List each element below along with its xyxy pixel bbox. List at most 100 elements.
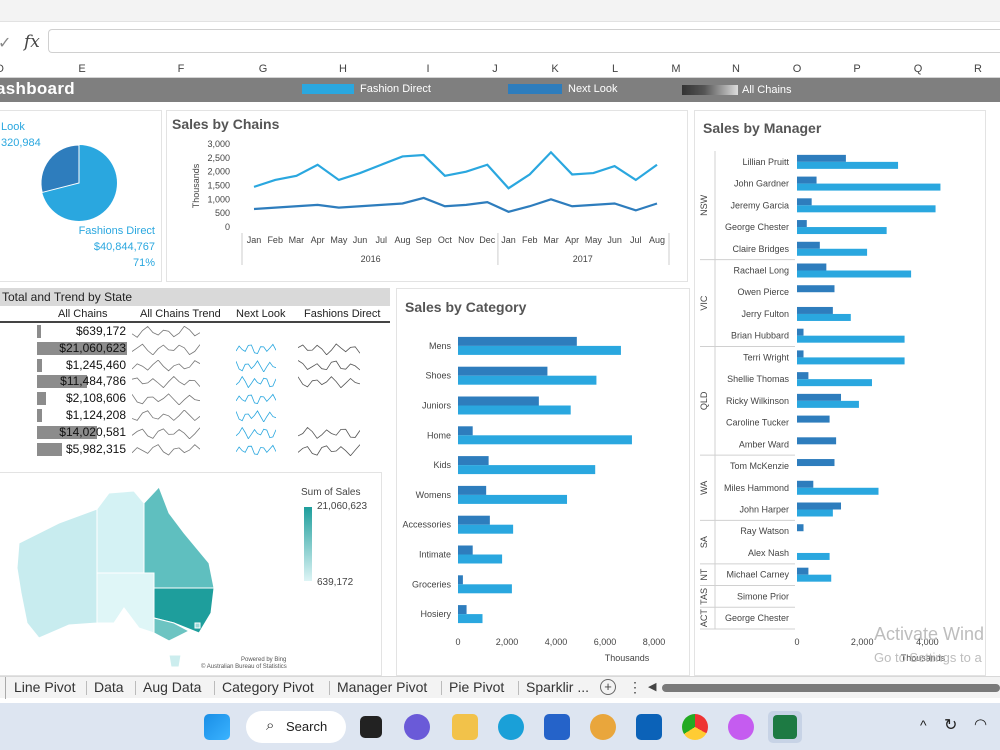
data-bar (37, 409, 42, 422)
outlook-icon[interactable] (636, 714, 662, 740)
column-header[interactable]: M (671, 63, 681, 75)
pie-chart (40, 144, 117, 221)
tray-chevron-icon[interactable]: ^ (920, 717, 927, 733)
map-panel[interactable]: Sum of Sales 21,060,623 639,172 Powered … (0, 472, 382, 676)
column-header[interactable]: F (177, 63, 185, 75)
column-header[interactable]: R (974, 63, 982, 75)
map-region-vic (153, 617, 191, 642)
bar-next-look (797, 415, 830, 423)
start-icon[interactable] (204, 714, 230, 740)
manager-label: Amber Ward (739, 439, 789, 449)
state-table[interactable]: All Chains All Chains Trend Next Look Fa… (0, 306, 390, 456)
all-chains-sparkline (132, 326, 200, 338)
sheet-tab[interactable]: Pie Pivot (449, 679, 505, 695)
formula-input[interactable] (48, 29, 1000, 53)
column-header[interactable]: J (492, 63, 498, 75)
column-header[interactable]: K (551, 63, 559, 75)
file-explorer-icon[interactable] (452, 714, 478, 740)
sheet-tab[interactable]: Manager Pivot (337, 679, 428, 695)
task-view-icon[interactable] (360, 716, 382, 738)
sheet-tab[interactable]: Sparklir ... (526, 679, 590, 695)
tab-separator (86, 681, 87, 695)
manager-label: George Chester (725, 613, 789, 623)
bar-next-look (797, 459, 835, 467)
data-bar (37, 375, 87, 389)
bar-next-look (797, 198, 812, 206)
all-chains-sparkline (132, 427, 200, 439)
sheet-tab[interactable]: Data (94, 679, 124, 695)
chrome-icon[interactable] (682, 714, 708, 740)
sales-by-category-panel[interactable]: Sales by Category Mens Shoes Juniors Home Ki… (396, 288, 690, 676)
sheet-tab[interactable]: Category Pivot (222, 679, 314, 695)
legend-all-chains[interactable]: All Chains (682, 84, 792, 96)
teams-icon[interactable] (404, 714, 430, 740)
state-group-label: QLD (699, 391, 709, 410)
map-region-qld (143, 486, 215, 589)
bar-next-look (797, 393, 842, 401)
legend-next-look[interactable]: Next Look (508, 83, 618, 95)
bar-next-look (797, 285, 835, 293)
paint-icon[interactable] (728, 714, 754, 740)
fashions-direct-sparkline (298, 376, 360, 389)
category-label: Intimate (419, 550, 451, 560)
scroll-left-icon[interactable]: ◀ (648, 681, 657, 693)
manager-label: Brian Hubbard (731, 331, 789, 341)
search-box[interactable]: ⌕ Search (246, 711, 346, 743)
year-label: 2017 (573, 254, 593, 264)
excel-icon[interactable] (768, 711, 802, 743)
store-icon[interactable] (544, 714, 570, 740)
x-tick-label: 2,000 (851, 637, 874, 647)
bar-next-look (458, 485, 487, 495)
all-chains-sparkline (132, 359, 200, 371)
chart-title: Sales by Category (405, 299, 527, 315)
sheet-tab[interactable]: Aug Data (143, 679, 202, 695)
legend-label: All Chains (742, 84, 792, 96)
sheet-tab[interactable]: Line Pivot (14, 679, 76, 695)
enter-check-icon[interactable]: ✓ (0, 35, 12, 52)
legend-label: Next Look (568, 83, 618, 95)
x-tick-label: Mar (543, 235, 559, 245)
wifi-icon[interactable]: ◠ (974, 716, 988, 733)
manager-label: Lillian Pruitt (742, 157, 789, 167)
pie-slice-next-look (40, 144, 80, 194)
tab-separator (329, 681, 330, 695)
insert-function-button[interactable]: fx (24, 32, 40, 52)
x-tick-label: 0 (455, 637, 460, 647)
column-header[interactable]: O (792, 63, 802, 75)
photos-icon[interactable] (590, 714, 616, 740)
column-header[interactable]: H (339, 63, 347, 75)
col-header-next-look: Next Look (236, 308, 286, 320)
column-header[interactable]: N (732, 63, 740, 75)
map-region-act (194, 622, 201, 629)
refresh-icon[interactable]: ↻ (944, 717, 958, 734)
pie-next-look-label: Look (1, 121, 25, 133)
state-total-value: $1,245,460 (65, 357, 126, 372)
tab-separator (441, 681, 442, 695)
column-header[interactable]: I (426, 63, 430, 75)
sales-by-category-chart: Mens Shoes Juniors Home Kids Womens Accessorie… (402, 336, 665, 663)
sales-by-manager-panel[interactable]: Sales by Manager Lillian Pruitt John Gard… (694, 110, 986, 676)
x-tick-label: Jun (607, 235, 622, 245)
legend-fashion-direct[interactable]: Fashion Direct (302, 83, 431, 95)
category-label: Womens (416, 490, 452, 500)
manager-label: Ricky Wilkinson (726, 396, 789, 406)
next-look-sparkline (236, 359, 276, 372)
column-header[interactable]: G (258, 63, 268, 75)
column-header[interactable]: L (611, 63, 619, 75)
map-region-nt (96, 490, 145, 574)
sales-by-chains-panel[interactable]: Sales by Chains 3,000 2,500 2,000 1,500 1,00… (166, 110, 688, 282)
bar-next-look (458, 545, 473, 555)
add-sheet-button[interactable]: + (600, 679, 616, 695)
horizontal-scrollbar[interactable] (662, 684, 1000, 692)
column-header[interactable]: P (853, 63, 861, 75)
x-tick-label: 4,000 (545, 637, 568, 647)
column-header[interactable]: D (0, 63, 4, 75)
column-header[interactable]: Q (913, 63, 923, 75)
pie-panel[interactable]: Look 320,984 Fashions Direct $40,844,767… (0, 110, 162, 282)
more-options-icon[interactable]: ⋮ (628, 679, 642, 695)
edge-icon[interactable] (498, 714, 524, 740)
category-label: Juniors (422, 401, 452, 411)
column-header[interactable]: E (78, 63, 86, 75)
y-axis-label: Thousands (191, 163, 201, 208)
bar-fashion-direct (797, 574, 832, 582)
